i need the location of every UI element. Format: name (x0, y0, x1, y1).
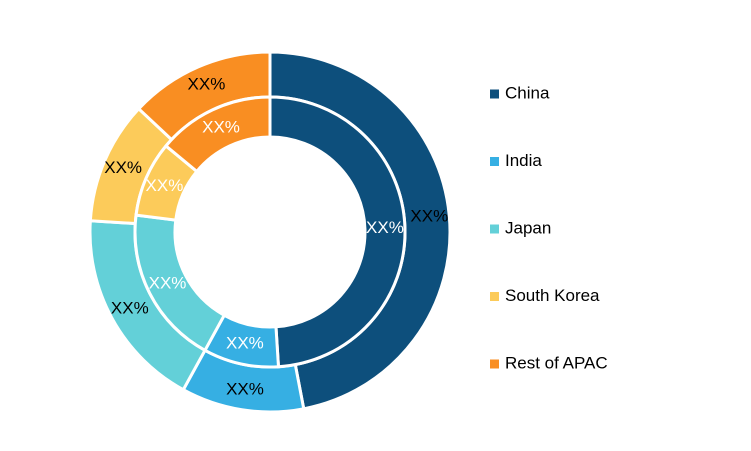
data-label: XX% (104, 158, 142, 177)
legend-marker (490, 89, 499, 99)
legend-label: Japan (505, 218, 551, 237)
data-label: XX% (226, 334, 264, 353)
legend-marker (490, 292, 499, 301)
legend-marker (490, 224, 499, 234)
legend-label: China (505, 83, 550, 102)
legend-label: India (505, 151, 542, 170)
data-label: XX% (202, 117, 240, 136)
legend-marker (490, 359, 499, 369)
data-label: XX% (111, 299, 149, 318)
data-label: XX% (188, 75, 226, 94)
data-label: XX% (146, 176, 184, 195)
data-label: XX% (226, 380, 264, 399)
donut-segment (163, 95, 272, 174)
legend-label: Rest of APAC (505, 353, 608, 372)
legend-marker (490, 157, 499, 166)
data-label: XX% (149, 274, 187, 293)
data-label: XX% (410, 206, 448, 225)
donut-segment (268, 95, 407, 369)
legend-label: South Korea (505, 286, 600, 305)
data-label: XX% (366, 218, 404, 237)
